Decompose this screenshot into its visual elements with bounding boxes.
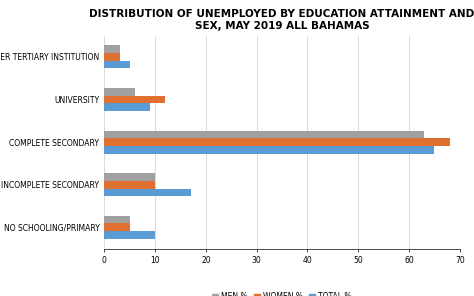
Bar — [104, 53, 119, 61]
Bar — [104, 88, 135, 96]
Bar — [104, 189, 191, 196]
Bar — [104, 181, 155, 189]
Bar — [104, 146, 434, 154]
Bar — [104, 231, 155, 239]
Bar — [104, 96, 165, 103]
Bar — [104, 45, 119, 53]
Bar — [104, 223, 130, 231]
Bar — [104, 131, 424, 138]
Bar — [104, 103, 150, 111]
Bar — [104, 216, 130, 223]
Bar — [104, 61, 130, 68]
Bar — [104, 173, 155, 181]
Bar — [104, 138, 450, 146]
Title: DISTRIBUTION OF UNEMPLOYED BY EDUCATION ATTAINMENT AND
SEX, MAY 2019 ALL BAHAMAS: DISTRIBUTION OF UNEMPLOYED BY EDUCATION … — [90, 9, 474, 30]
Legend: MEN %, WOMEN %, TOTAL %: MEN %, WOMEN %, TOTAL % — [209, 289, 355, 296]
